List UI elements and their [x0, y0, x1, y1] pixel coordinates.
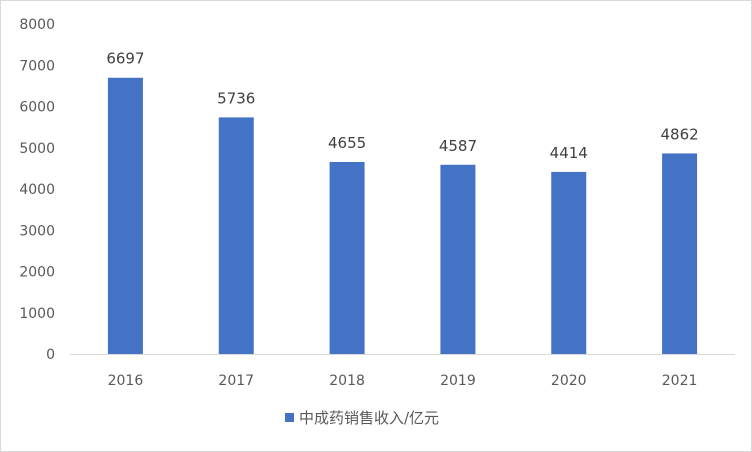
- x-tick-label: 2019: [440, 373, 476, 389]
- y-tick-label: 3000: [19, 223, 55, 239]
- legend-swatch: [285, 413, 294, 422]
- x-tick-label: 2020: [551, 373, 587, 389]
- bar-2018: [329, 161, 365, 354]
- data-label: 4587: [439, 137, 477, 155]
- data-label: 4862: [660, 125, 698, 143]
- data-label: 6697: [106, 50, 144, 68]
- y-tick-label: 7000: [19, 58, 55, 74]
- x-tick-label: 2016: [108, 373, 144, 389]
- y-tick-label: 8000: [19, 17, 55, 33]
- y-axis: 0 1000 2000 3000 4000 5000 6000 7000 8000: [19, 17, 55, 363]
- data-label: 4655: [328, 134, 366, 152]
- bar-series: 6697 5736 4655 4587 4414 4862: [106, 50, 699, 354]
- legend-label: 中成药销售收入/亿元: [299, 409, 439, 427]
- bar-2017: [218, 117, 254, 354]
- bar-2020: [551, 171, 587, 354]
- y-tick-label: 5000: [19, 141, 55, 157]
- x-axis: 2016 2017 2018 2019 2020 2021: [108, 373, 698, 389]
- x-tick-label: 2018: [329, 373, 365, 389]
- data-label: 4414: [550, 144, 588, 162]
- bar-2016: [107, 77, 143, 354]
- bar-2021: [662, 153, 698, 354]
- data-label: 5736: [217, 89, 255, 107]
- y-tick-label: 4000: [19, 182, 55, 198]
- y-tick-label: 2000: [19, 265, 55, 281]
- legend: 中成药销售收入/亿元: [285, 409, 439, 427]
- bar-2019: [440, 164, 476, 354]
- y-tick-label: 1000: [19, 306, 55, 322]
- y-tick-label: 6000: [19, 100, 55, 116]
- y-tick-label: 0: [46, 347, 55, 363]
- x-tick-label: 2021: [662, 373, 698, 389]
- x-tick-label: 2017: [218, 373, 254, 389]
